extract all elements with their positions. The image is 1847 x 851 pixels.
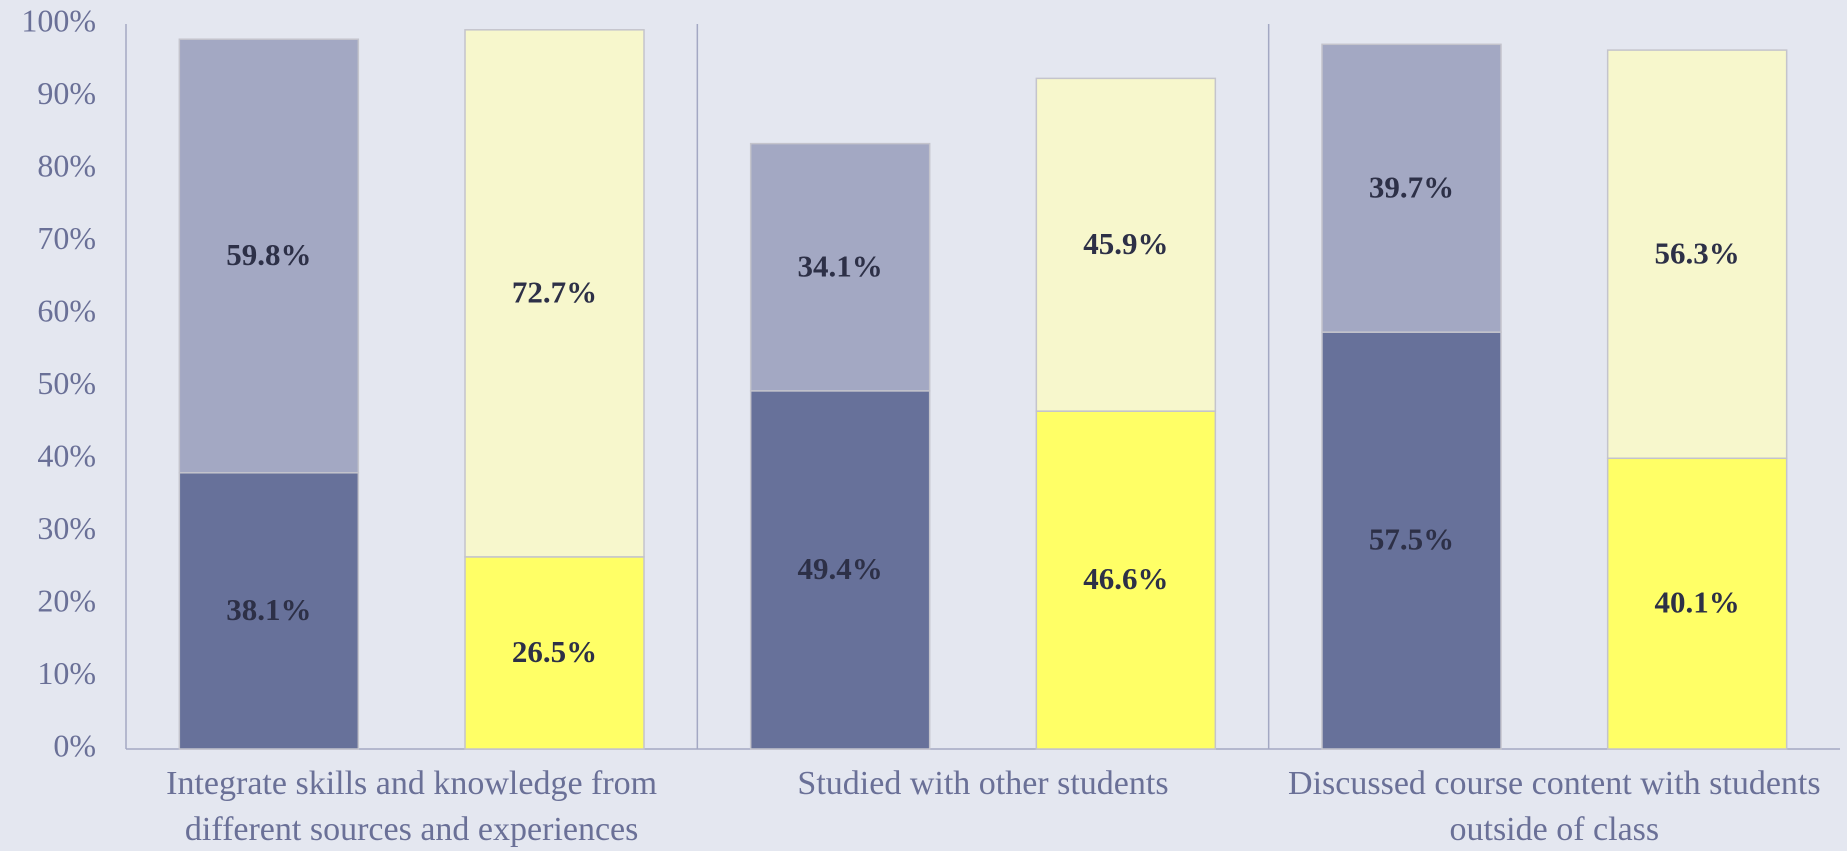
bar-segment — [749, 142, 931, 392]
y-tick-label: 0% — [53, 727, 96, 763]
bar-segment — [1035, 410, 1217, 750]
bar-segment — [1606, 457, 1788, 750]
data-label: 45.9% — [1083, 226, 1168, 261]
y-tick-label: 50% — [37, 365, 96, 401]
bar-segment — [464, 29, 645, 558]
data-label: 39.7% — [1369, 169, 1454, 204]
y-tick-label: 60% — [37, 292, 96, 328]
data-label: 56.3% — [1655, 235, 1740, 270]
bar-segment — [1321, 43, 1502, 333]
y-tick-label: 20% — [37, 582, 96, 618]
data-label: 34.1% — [798, 248, 883, 283]
y-tick-label: 80% — [37, 147, 96, 183]
bar-segment — [1035, 77, 1217, 412]
y-tick-label: 10% — [37, 655, 96, 691]
bar-segment — [464, 556, 645, 750]
x-tick-label: Integrate skills and knowledge from diff… — [166, 765, 658, 848]
bar-segment — [178, 472, 360, 750]
x-tick-label: Discussed course content with students o… — [1288, 765, 1821, 848]
bar-segment — [749, 390, 931, 750]
data-label: 40.1% — [1655, 585, 1740, 620]
bar-segment — [1606, 49, 1788, 460]
data-label: 46.6% — [1083, 561, 1168, 596]
data-label: 49.4% — [798, 551, 883, 586]
y-tick-label: 90% — [37, 75, 96, 111]
bar-segment — [178, 38, 360, 474]
x-tick-label: Studied with other students — [797, 765, 1169, 802]
bar-segment — [1321, 331, 1502, 750]
data-label: 72.7% — [512, 274, 597, 309]
y-tick-label: 40% — [37, 437, 96, 473]
y-tick-label: 30% — [37, 510, 96, 546]
data-label: 38.1% — [226, 592, 311, 627]
data-label: 57.5% — [1369, 522, 1454, 557]
data-label: 26.5% — [512, 634, 597, 669]
data-label: 59.8% — [226, 237, 311, 272]
y-tick-label: 70% — [37, 220, 96, 256]
y-tick-label: 100% — [21, 2, 96, 38]
